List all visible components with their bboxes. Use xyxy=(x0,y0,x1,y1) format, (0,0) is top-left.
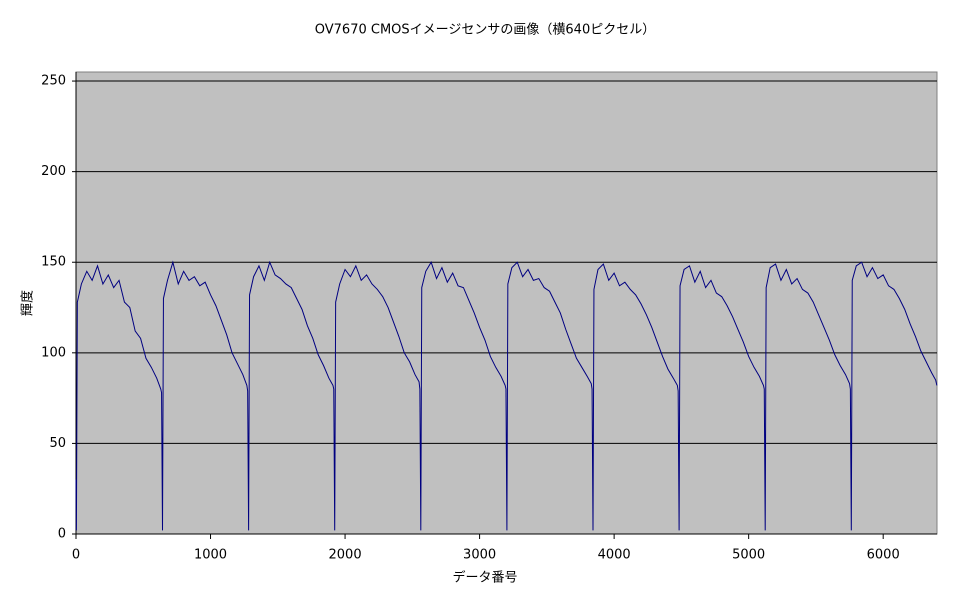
y-tick-label: 0 xyxy=(58,527,66,542)
x-tick-label: 1000 xyxy=(194,548,227,563)
y-tick-label: 150 xyxy=(41,255,66,270)
y-tick-label: 100 xyxy=(41,345,66,360)
x-tick-label: 0 xyxy=(72,548,80,563)
x-axis-label: データ番号 xyxy=(452,570,517,586)
y-tick-label: 50 xyxy=(49,436,66,451)
chart-title: OV7670 CMOSイメージセンサの画像（横640ピクセル） xyxy=(315,23,655,38)
x-tick-label: 2000 xyxy=(329,548,362,563)
data-line xyxy=(75,260,938,531)
y-tick-label: 250 xyxy=(41,74,66,89)
x-tick-label: 6000 xyxy=(867,548,900,563)
x-tick-label: 3000 xyxy=(463,548,496,563)
y-axis-label: 輝度 xyxy=(20,290,36,316)
x-tick-label: 4000 xyxy=(598,548,631,563)
y-tick-label: 200 xyxy=(41,164,66,179)
x-tick-label: 5000 xyxy=(732,548,765,563)
